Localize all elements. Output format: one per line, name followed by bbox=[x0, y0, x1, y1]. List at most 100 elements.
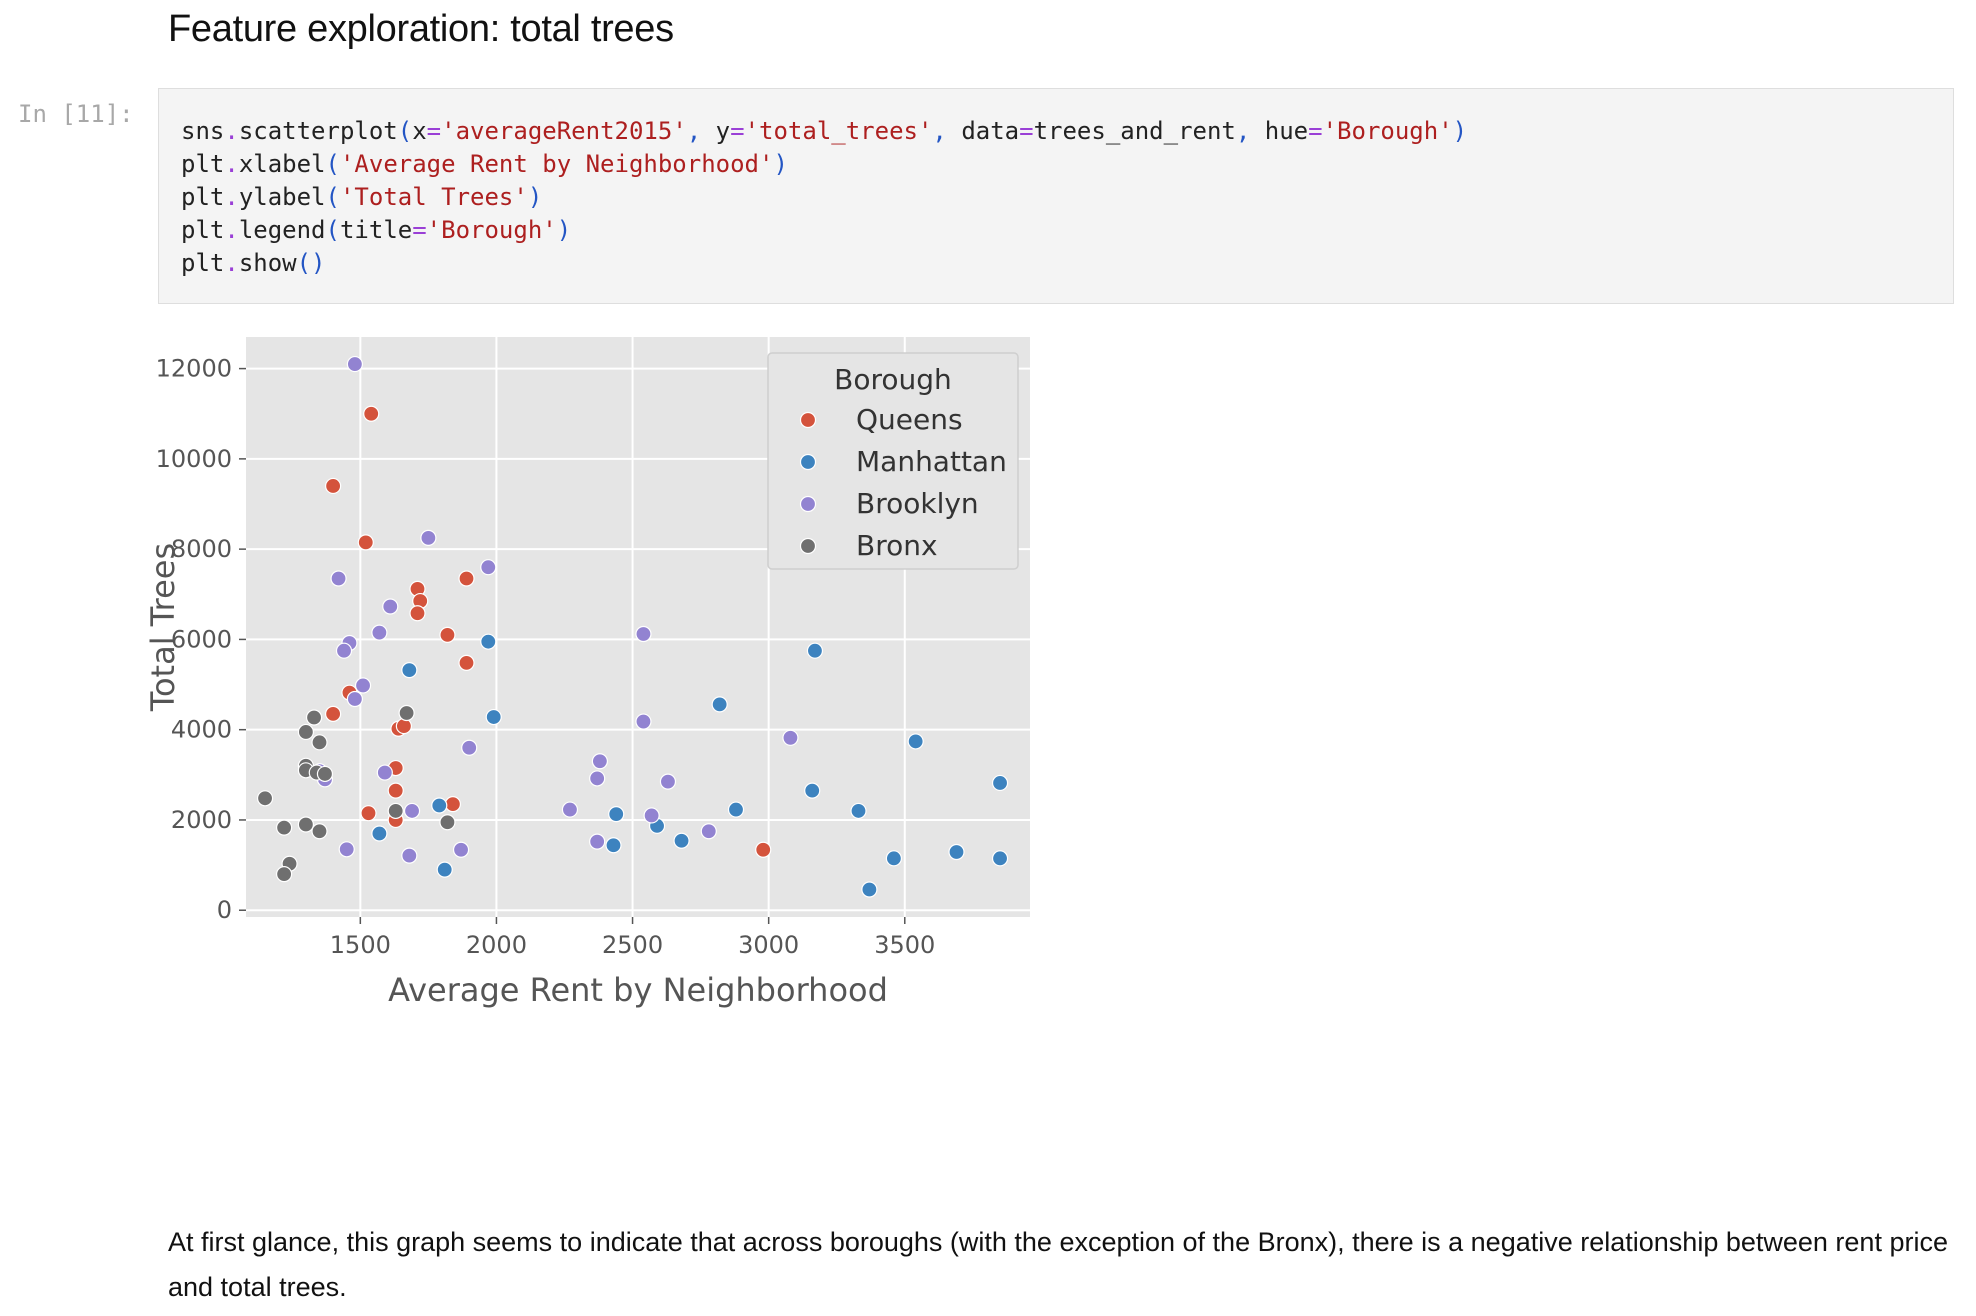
data-point-brooklyn bbox=[346, 690, 363, 708]
code-token: , bbox=[932, 117, 962, 145]
data-point-manhattan bbox=[431, 797, 448, 814]
code-token: ( bbox=[325, 150, 340, 178]
code-line: plt.xlabel('Average Rent by Neighborhood… bbox=[181, 150, 788, 178]
data-point-manhattan bbox=[850, 802, 867, 820]
code-token: = bbox=[426, 117, 442, 145]
code-cell[interactable]: sns.scatterplot(x='averageRent2015', y='… bbox=[158, 88, 1954, 304]
section-heading: Feature exploration: total trees bbox=[168, 8, 674, 50]
explanation-text: At first glance, this graph seems to ind… bbox=[168, 1227, 1948, 1302]
data-point-queens bbox=[395, 717, 412, 735]
data-point-manhattan bbox=[436, 861, 453, 878]
data-point-manhattan bbox=[948, 843, 965, 861]
cell-prompt: In [11]: bbox=[18, 100, 134, 128]
data-point-brooklyn bbox=[376, 764, 393, 781]
data-point-manhattan bbox=[480, 633, 497, 650]
data-point-queens bbox=[357, 534, 374, 551]
data-point-brooklyn bbox=[403, 802, 421, 820]
data-point-manhattan bbox=[991, 774, 1009, 792]
data-point-brooklyn bbox=[338, 841, 355, 858]
legend-marker bbox=[799, 537, 817, 555]
code-token: 'Borough' bbox=[426, 216, 557, 244]
code-line: plt.ylabel('Total Trees') bbox=[181, 183, 542, 211]
legend-box bbox=[767, 352, 1019, 570]
code-line: plt.legend(title='Borough') bbox=[181, 216, 571, 244]
data-point-brooklyn bbox=[643, 807, 660, 824]
code-line: plt.show() bbox=[181, 249, 326, 277]
data-point-brooklyn bbox=[401, 847, 418, 864]
x-tick-label: 2000 bbox=[466, 931, 527, 959]
x-tick-label: 2500 bbox=[602, 931, 663, 959]
data-point-brooklyn bbox=[635, 713, 652, 730]
code-token: = bbox=[1308, 117, 1323, 145]
code-token: ylabel bbox=[238, 183, 326, 211]
data-point-bronx bbox=[316, 765, 334, 783]
code-token: = bbox=[412, 216, 427, 244]
data-point-bronx bbox=[276, 866, 293, 883]
data-point-queens bbox=[360, 805, 377, 822]
legend-label: Queens bbox=[856, 403, 963, 436]
code-token: . bbox=[224, 150, 239, 178]
code-token: xlabel bbox=[238, 150, 326, 178]
data-point-brooklyn bbox=[452, 841, 470, 858]
y-tick-label: 8000 bbox=[171, 535, 232, 563]
data-point-brooklyn bbox=[335, 642, 353, 659]
data-point-manhattan bbox=[727, 801, 745, 818]
data-point-bronx bbox=[297, 723, 314, 741]
legend-label: Bronx bbox=[856, 529, 938, 562]
code-token: . bbox=[224, 249, 239, 277]
code-token: 'total_trees' bbox=[744, 117, 933, 145]
data-point-manhattan bbox=[673, 832, 690, 849]
data-point-brooklyn bbox=[346, 355, 363, 373]
x-tick-label: 3500 bbox=[874, 931, 935, 959]
code-token: = bbox=[1019, 117, 1034, 145]
code-token: 'Total Trees' bbox=[339, 183, 528, 211]
data-point-queens bbox=[325, 705, 342, 722]
data-point-queens bbox=[439, 626, 456, 643]
data-point-queens bbox=[387, 782, 404, 799]
code-token: ) bbox=[1452, 117, 1468, 145]
legend-marker bbox=[799, 411, 817, 429]
code-token: ( bbox=[325, 183, 340, 211]
code-token: ) bbox=[527, 183, 543, 211]
data-point-brooklyn bbox=[659, 773, 677, 790]
data-point-brooklyn bbox=[382, 598, 399, 615]
code-editor[interactable]: sns.scatterplot(x='averageRent2015', y='… bbox=[181, 115, 1467, 280]
data-point-manhattan bbox=[711, 696, 728, 713]
data-point-bronx bbox=[256, 790, 274, 807]
data-point-manhattan bbox=[806, 642, 824, 659]
code-token: , bbox=[1235, 117, 1265, 145]
scatter-plot-output: 1500 2000 2500 3000 3500 0 2000 4000 6000 8000 100… bbox=[140, 322, 1320, 1182]
data-point-brooklyn bbox=[635, 625, 652, 643]
data-point-bronx bbox=[276, 819, 293, 836]
y-tick-label: 12000 bbox=[156, 355, 232, 383]
data-point-brooklyn bbox=[461, 739, 478, 756]
x-axis-label: Average Rent by Neighborhood bbox=[388, 971, 888, 1009]
code-line: sns.scatterplot(x='averageRent2015', y='… bbox=[181, 117, 1467, 145]
code-token: show bbox=[238, 249, 297, 277]
code-token: 'Average Rent by Neighborhood' bbox=[339, 150, 774, 178]
code-token: x bbox=[412, 117, 427, 145]
data-point-brooklyn bbox=[589, 833, 606, 850]
code-token: ( bbox=[397, 117, 413, 145]
y-tick-label: 10000 bbox=[156, 445, 232, 473]
code-token: ( bbox=[325, 216, 340, 244]
code-token: ) bbox=[556, 216, 572, 244]
data-point-queens bbox=[755, 841, 772, 858]
legend-marker bbox=[799, 495, 817, 513]
code-token: . bbox=[224, 183, 239, 211]
data-point-queens bbox=[458, 570, 475, 587]
data-point-queens bbox=[363, 405, 380, 422]
data-point-bronx bbox=[311, 734, 328, 751]
data-point-manhattan bbox=[401, 662, 418, 679]
y-axis-label: Total Trees bbox=[144, 543, 182, 712]
code-token: legend bbox=[238, 216, 326, 244]
data-point-manhattan bbox=[991, 850, 1009, 867]
data-point-brooklyn bbox=[354, 677, 372, 694]
data-point-brooklyn bbox=[700, 823, 717, 840]
data-point-queens bbox=[409, 605, 426, 622]
data-point-manhattan bbox=[885, 850, 902, 867]
code-token: . bbox=[224, 216, 239, 244]
data-point-bronx bbox=[311, 823, 328, 840]
y-tick-label: 2000 bbox=[171, 806, 232, 834]
code-token: plt bbox=[181, 249, 225, 277]
